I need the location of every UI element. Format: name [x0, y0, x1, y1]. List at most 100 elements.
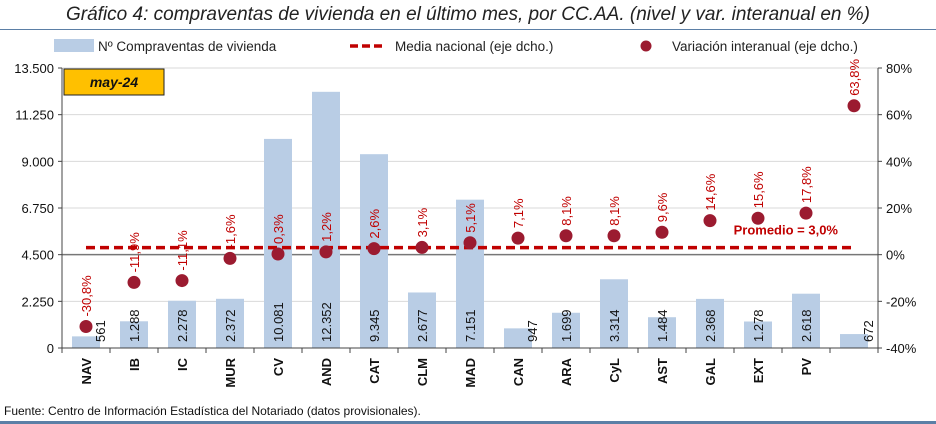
period-tag-label: may-24 [90, 74, 138, 90]
left-tick-label: 0 [47, 341, 54, 356]
bar-value-label: 2.677 [415, 309, 430, 342]
category-label: GAL [703, 358, 718, 386]
category-label: AND [319, 358, 334, 386]
bar-value-label: 561 [93, 320, 108, 342]
period-tag [63, 68, 165, 96]
right-tick-label: 20% [886, 201, 912, 216]
yoy-change-dot [463, 236, 477, 250]
left-tick-label: 4.500 [21, 248, 54, 263]
yoy-change-label: 8,1% [607, 196, 622, 226]
title-divider [0, 29, 936, 30]
category-label: EXT [751, 358, 766, 383]
left-tick-label: 9.000 [21, 154, 54, 169]
yoy-change-label: 14,6% [703, 173, 718, 210]
bar-PV [792, 293, 820, 348]
bar-value-label: 2.372 [223, 309, 238, 342]
yoy-change-label: 17,8% [799, 166, 814, 203]
yoy-change-dot [223, 251, 237, 265]
right-tick-label: 0% [886, 248, 905, 263]
bar-CV [264, 138, 292, 348]
bar-CAN [504, 328, 532, 348]
category-label: AST [655, 358, 670, 384]
bar-CLM [408, 292, 436, 348]
bar-MUR [216, 298, 244, 348]
category-label: MUR [223, 357, 238, 387]
category-label: CLM [415, 358, 430, 386]
right-tick-label: 60% [886, 108, 912, 123]
yoy-change-dot [367, 242, 381, 256]
yoy-change-label: -11,9% [127, 232, 142, 273]
yoy-change-dot [127, 275, 141, 289]
bar-value-label: 1.484 [655, 309, 670, 342]
yoy-change-dot [799, 206, 813, 220]
category-label: CAN [511, 358, 526, 386]
yoy-change-label: 8,1% [559, 196, 574, 226]
yoy-change-label: 1,2% [319, 212, 334, 242]
category-label: MAD [463, 358, 478, 388]
left-tick-label: 6.750 [21, 201, 54, 216]
bar-extra [840, 334, 868, 348]
right-tick-label: 80% [886, 61, 912, 76]
bar-value-label: 2.368 [703, 309, 718, 342]
bar-value-label: 7.151 [463, 309, 478, 342]
right-tick-label: 40% [886, 154, 912, 169]
bar-value-label: 1.699 [559, 309, 574, 342]
yoy-change-dot [415, 240, 429, 254]
bar-value-label: 3.314 [607, 309, 622, 342]
bar-value-label: 2.278 [175, 309, 190, 342]
bar-AST [648, 317, 676, 348]
yoy-change-label: -30,8% [79, 275, 94, 317]
yoy-change-label: 3,1% [415, 207, 430, 237]
left-tick-label: 11.250 [15, 108, 54, 123]
yoy-change-label: 5,1% [463, 203, 478, 233]
right-tick-label: -20% [886, 294, 917, 309]
yoy-change-label: 63,8% [847, 58, 862, 95]
category-label: CAT [367, 358, 382, 384]
category-label: PV [799, 358, 814, 376]
category-label: CyL [607, 358, 622, 383]
bar-EXT [744, 321, 772, 348]
left-tick-label: 2.250 [21, 294, 54, 309]
yoy-change-dot [175, 274, 189, 288]
yoy-change-dot [607, 229, 621, 243]
bar-value-label: 947 [525, 320, 540, 342]
category-label: ARA [559, 357, 574, 386]
yoy-change-dot [655, 225, 669, 239]
legend-dot-swatch [640, 40, 652, 52]
yoy-change-label: 15,6% [751, 171, 766, 208]
bar-CyL [600, 279, 628, 348]
source-note: Fuente: Centro de Información Estadístic… [4, 404, 421, 418]
yoy-change-dot [751, 211, 765, 225]
yoy-change-dot [559, 229, 573, 243]
bar-NAV [72, 336, 100, 348]
bottom-divider [0, 421, 936, 424]
yoy-change-dot [703, 214, 717, 228]
bar-value-label: 1.278 [751, 309, 766, 342]
yoy-change-label: 2,6% [367, 209, 382, 239]
average-annotation: Promedio = 3,0% [734, 223, 839, 238]
bar-AND [312, 91, 340, 349]
category-label: NAV [79, 358, 94, 385]
legend-dot-label: Variación interanual (eje dcho.) [672, 39, 858, 54]
category-label: CV [271, 358, 286, 376]
bar-IC [168, 300, 196, 348]
yoy-change-dot [271, 247, 285, 261]
legend-line-label: Media nacional (eje dcho.) [395, 39, 553, 54]
legend-bar-label: Nº Compraventas de vivienda [98, 39, 277, 54]
category-label: IB [127, 358, 142, 371]
yoy-change-label: 9,6% [655, 192, 670, 222]
bar-value-label: 2.618 [799, 309, 814, 342]
yoy-change-dot [319, 245, 333, 259]
legend-bar-swatch [54, 39, 94, 52]
bar-value-label: 10.081 [271, 302, 286, 342]
yoy-change-label: -11,1% [175, 230, 190, 271]
yoy-change-dot [847, 99, 861, 113]
yoy-change-dot [79, 320, 93, 334]
bar-ARA [552, 312, 580, 348]
right-tick-label: -40% [886, 341, 917, 356]
chart: 0 2.250 4.500 6.750 9.000 11.250 13.500 -40% -20… [14, 39, 917, 388]
yoy-change-label: -1,6% [223, 214, 238, 248]
bar-MAD [456, 199, 484, 348]
category-label: IC [175, 357, 190, 371]
left-tick-label: 13.500 [14, 61, 54, 76]
